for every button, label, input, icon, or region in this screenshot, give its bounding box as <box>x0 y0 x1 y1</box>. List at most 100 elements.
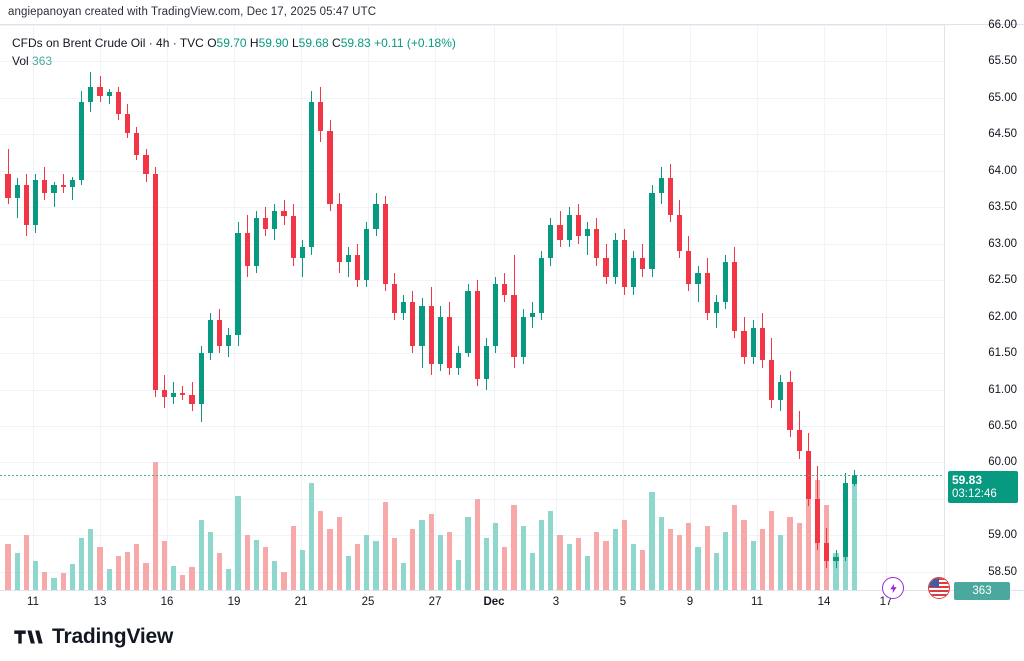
candle-wick <box>347 247 349 277</box>
legend-symbol[interactable]: CFDs on Brent Crude Oil · 4h · TVC <box>12 36 204 50</box>
current-price-line <box>0 474 944 476</box>
gridline-horizontal <box>0 25 944 26</box>
candle-body <box>428 305 434 364</box>
candle-body <box>446 316 453 368</box>
candle-body <box>216 320 223 346</box>
candle-body <box>842 482 848 558</box>
candle-wick <box>301 240 303 277</box>
time-axis-label: 11 <box>751 596 763 608</box>
time-axis-label: 17 <box>879 596 893 608</box>
candle-body <box>603 258 609 277</box>
price-axis[interactable]: 59.83 03:12:46 363 66.00 65.50 65.00 64.50 6… <box>944 19 1024 600</box>
volume-bar <box>538 519 545 590</box>
gridline-horizontal <box>0 462 944 464</box>
candle-body <box>419 305 425 346</box>
volume-bar <box>778 535 784 590</box>
volume-bar <box>713 553 720 590</box>
candle-body <box>400 302 407 313</box>
candle-body <box>115 92 122 114</box>
volume-bar <box>428 513 434 590</box>
volume-badge: 363 <box>954 582 1010 600</box>
volume-bar <box>32 561 39 590</box>
volume-bar <box>308 483 315 590</box>
candle-body <box>768 360 775 401</box>
candle-body <box>198 353 204 405</box>
volume-bar <box>492 522 499 590</box>
volume-bar <box>741 519 747 590</box>
price-axis-label: 63.50 <box>988 201 1017 214</box>
candle-body <box>787 382 793 430</box>
gridline-horizontal <box>0 389 944 391</box>
time-axis[interactable]: 11 13 16 19 21 25 27 Dec 3 5 9 11 14 17 <box>0 590 1024 615</box>
candle-body <box>621 240 628 288</box>
candle-wick <box>173 382 175 405</box>
candle-body <box>474 291 480 379</box>
current-price-badge[interactable]: 59.83 03:12:46 <box>948 471 1018 503</box>
candle-body <box>235 232 241 335</box>
price-axis-label: 62.50 <box>988 274 1017 287</box>
candle-body <box>594 229 600 259</box>
gridline-horizontal <box>0 61 944 63</box>
us-flag-icon[interactable] <box>928 577 950 599</box>
price-axis-label: 61.00 <box>988 383 1017 396</box>
volume-bar <box>189 567 195 590</box>
lightning-bolt-icon[interactable] <box>882 577 904 599</box>
gridline-horizontal <box>0 425 944 427</box>
volume-bar <box>520 526 526 590</box>
candle-body <box>281 210 287 216</box>
legend-volume-value: 363 <box>32 54 53 68</box>
volume-bar <box>851 479 858 590</box>
legend-close-value: 59.83 <box>340 36 371 50</box>
volume-bar <box>106 568 112 590</box>
price-axis-label: 63.00 <box>988 237 1017 250</box>
candle-body <box>327 130 333 204</box>
candle-body <box>244 232 250 266</box>
candle-body <box>759 327 766 361</box>
candle-wick <box>697 265 699 303</box>
legend-row-ohlc: CFDs on Brent Crude Oil · 4h · TVC O59.7… <box>12 35 456 52</box>
candle-body <box>529 312 536 317</box>
volume-bar <box>612 529 618 590</box>
legend-open-key: O <box>207 36 217 50</box>
volume-bar <box>410 529 416 590</box>
candle-body <box>272 210 278 230</box>
volume-bar <box>42 571 48 590</box>
price-axis-label: 58.50 <box>988 565 1017 578</box>
volume-bar <box>115 556 122 590</box>
volume-bar <box>152 462 158 590</box>
candle-body <box>5 174 11 199</box>
gridline-horizontal <box>0 170 944 172</box>
candle-body <box>391 283 398 313</box>
candle-body <box>713 302 720 313</box>
candle-body <box>722 261 729 303</box>
candle-body <box>373 203 379 230</box>
candle-wick <box>182 385 184 401</box>
candle-body <box>695 272 701 284</box>
volume-bar <box>630 544 637 590</box>
gridline-vertical <box>623 25 624 590</box>
candle-body <box>538 258 545 313</box>
time-axis-label: 16 <box>160 596 174 608</box>
chart-plot-area[interactable] <box>0 25 944 590</box>
volume-bar <box>511 504 517 590</box>
candle-body <box>345 254 352 262</box>
candle-body <box>170 393 177 397</box>
volume-bar <box>456 559 462 590</box>
candle-body <box>207 320 214 354</box>
candle-body <box>336 203 342 262</box>
candle-wick <box>71 176 73 200</box>
volume-bar <box>354 544 361 590</box>
candle-body <box>630 258 637 288</box>
gridline-vertical <box>368 25 369 590</box>
volume-bar <box>833 553 839 590</box>
volume-bar <box>787 516 793 590</box>
volume-bar <box>732 504 738 590</box>
volume-bar <box>5 544 11 590</box>
candle-body <box>106 92 112 97</box>
volume-bar <box>124 551 131 590</box>
candle-body <box>124 113 131 133</box>
volume-bar <box>391 538 398 590</box>
volume-bar <box>97 547 103 590</box>
volume-bar <box>235 495 241 590</box>
